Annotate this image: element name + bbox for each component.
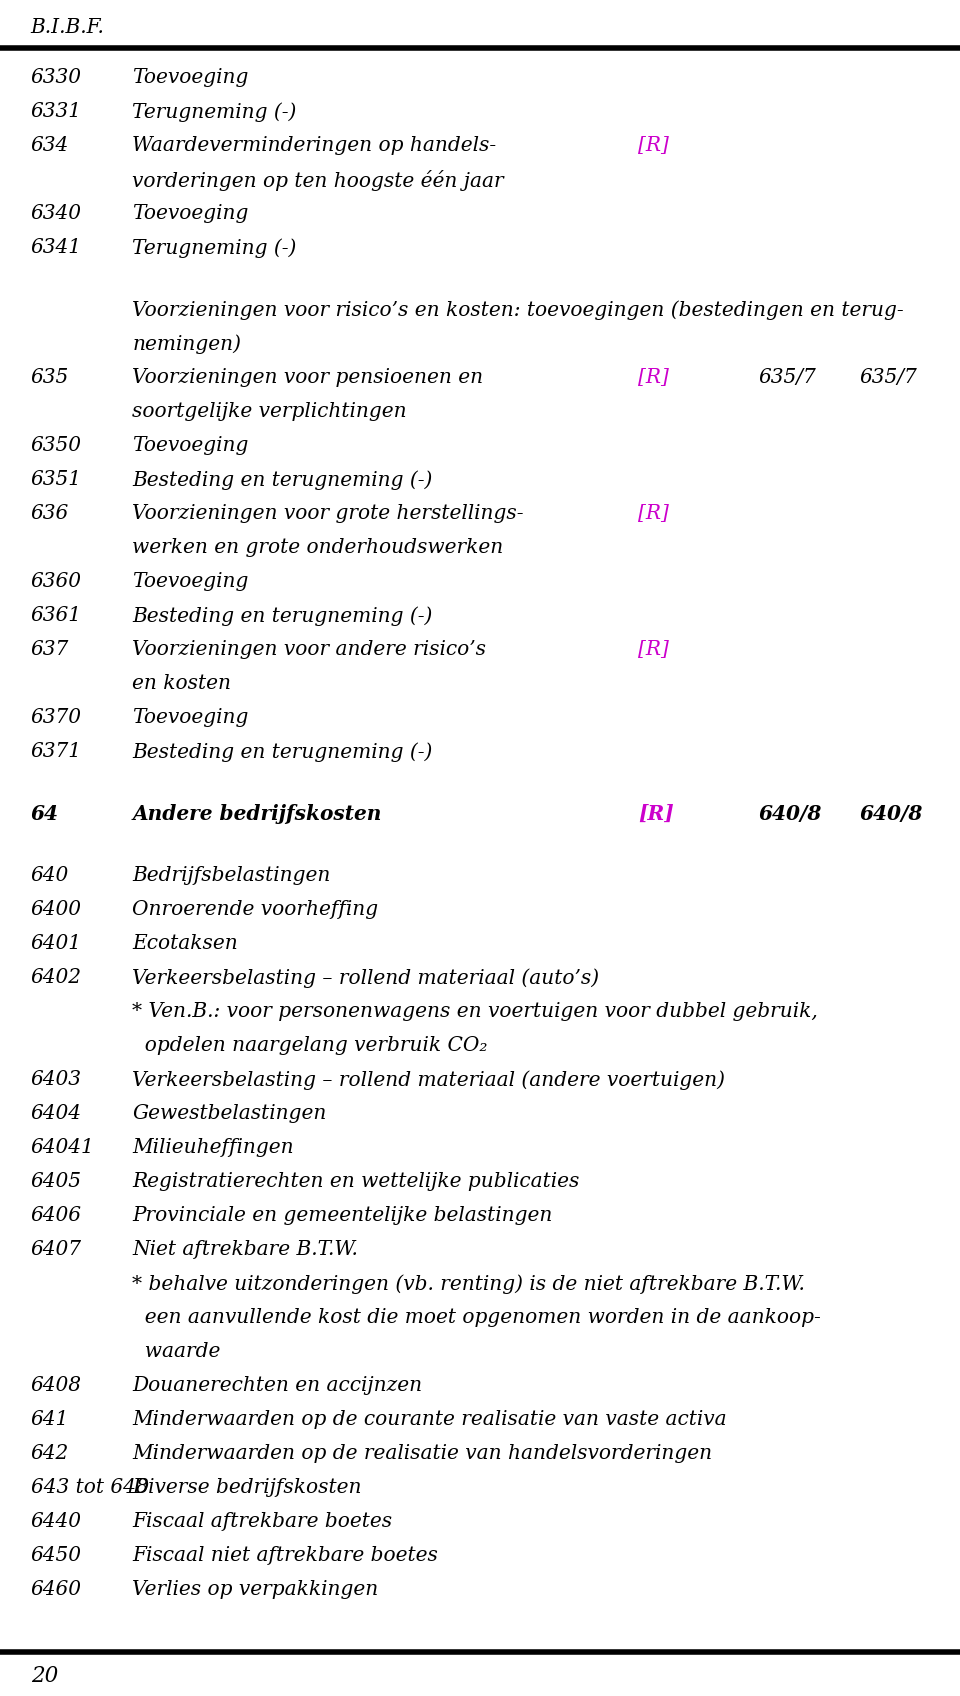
Text: 6331: 6331 (31, 102, 82, 120)
Text: Toevoeging: Toevoeging (132, 436, 249, 455)
Text: Milieuheffingen: Milieuheffingen (132, 1138, 294, 1157)
Text: 6370: 6370 (31, 707, 82, 728)
Text: 6405: 6405 (31, 1172, 82, 1191)
Text: Toevoeging: Toevoeging (132, 572, 249, 590)
Text: Toevoeging: Toevoeging (132, 707, 249, 728)
Text: Verlies op verpakkingen: Verlies op verpakkingen (132, 1581, 379, 1599)
Text: Toevoeging: Toevoeging (132, 68, 249, 86)
Text: vorderingen op ten hoogste één jaar: vorderingen op ten hoogste één jaar (132, 170, 504, 192)
Text: Registratierechten en wettelijke publicaties: Registratierechten en wettelijke publica… (132, 1172, 580, 1191)
Text: Besteding en terugneming (-): Besteding en terugneming (-) (132, 743, 433, 762)
Text: Verkeersbelasting – rollend materiaal (andere voertuigen): Verkeersbelasting – rollend materiaal (a… (132, 1070, 726, 1089)
Text: B.I.B.F.: B.I.B.F. (31, 19, 105, 37)
Text: Voorzieningen voor andere risico’s: Voorzieningen voor andere risico’s (132, 639, 487, 660)
Text: 642: 642 (31, 1443, 69, 1464)
Text: 635/7: 635/7 (758, 368, 816, 387)
Text: 641: 641 (31, 1409, 69, 1430)
Text: 6401: 6401 (31, 934, 82, 953)
Text: 640: 640 (31, 867, 69, 885)
Text: [R]: [R] (638, 504, 669, 522)
Text: 640/8: 640/8 (859, 804, 923, 824)
Text: [R]: [R] (638, 639, 669, 660)
Text: 640/8: 640/8 (758, 804, 822, 824)
Text: waarde: waarde (132, 1342, 221, 1360)
Text: Ecotaksen: Ecotaksen (132, 934, 238, 953)
Text: Fiscaal aftrekbare boetes: Fiscaal aftrekbare boetes (132, 1513, 393, 1531)
Text: soortgelijke verplichtingen: soortgelijke verplichtingen (132, 402, 407, 421)
Text: Onroerende voorheffing: Onroerende voorheffing (132, 901, 378, 919)
Text: 635/7: 635/7 (859, 368, 917, 387)
Text: 6407: 6407 (31, 1240, 82, 1258)
Text: 636: 636 (31, 504, 69, 522)
Text: Verkeersbelasting – rollend materiaal (auto’s): Verkeersbelasting – rollend materiaal (a… (132, 968, 600, 987)
Text: 6408: 6408 (31, 1375, 82, 1396)
Text: Voorzieningen voor risico’s en kosten: toevoegingen (bestedingen en terug-: Voorzieningen voor risico’s en kosten: t… (132, 300, 904, 319)
Text: Waardeverminderingen op handels-: Waardeverminderingen op handels- (132, 136, 496, 154)
Text: Douanerechten en accijnzen: Douanerechten en accijnzen (132, 1375, 422, 1396)
Text: 6402: 6402 (31, 968, 82, 987)
Text: 6340: 6340 (31, 204, 82, 222)
Text: nemingen): nemingen) (132, 334, 242, 354)
Text: Andere bedrijfskosten: Andere bedrijfskosten (132, 804, 382, 824)
Text: werken en grote onderhoudswerken: werken en grote onderhoudswerken (132, 538, 504, 556)
Text: 6330: 6330 (31, 68, 82, 86)
Text: 6406: 6406 (31, 1206, 82, 1225)
Text: * Ven.B.: voor personenwagens en voertuigen voor dubbel gebruik,: * Ven.B.: voor personenwagens en voertui… (132, 1002, 818, 1021)
Text: 6361: 6361 (31, 605, 82, 626)
Text: 6351: 6351 (31, 470, 82, 488)
Text: [R]: [R] (638, 804, 674, 824)
Text: 20: 20 (31, 1665, 58, 1688)
Text: [R]: [R] (638, 368, 669, 387)
Text: Fiscaal niet aftrekbare boetes: Fiscaal niet aftrekbare boetes (132, 1547, 439, 1565)
Text: Niet aftrekbare B.T.W.: Niet aftrekbare B.T.W. (132, 1240, 358, 1258)
Text: Besteding en terugneming (-): Besteding en terugneming (-) (132, 470, 433, 490)
Text: Besteding en terugneming (-): Besteding en terugneming (-) (132, 605, 433, 626)
Text: Toevoeging: Toevoeging (132, 204, 249, 222)
Text: 64041: 64041 (31, 1138, 94, 1157)
Text: 635: 635 (31, 368, 69, 387)
Text: 6460: 6460 (31, 1581, 82, 1599)
Text: 6360: 6360 (31, 572, 82, 590)
Text: Bedrijfsbelastingen: Bedrijfsbelastingen (132, 867, 331, 885)
Text: [R]: [R] (638, 136, 669, 154)
Text: Gewestbelastingen: Gewestbelastingen (132, 1104, 326, 1123)
Text: Minderwaarden op de courante realisatie van vaste activa: Minderwaarden op de courante realisatie … (132, 1409, 727, 1430)
Text: Diverse bedrijfskosten: Diverse bedrijfskosten (132, 1477, 362, 1498)
Text: 6450: 6450 (31, 1547, 82, 1565)
Text: 6341: 6341 (31, 237, 82, 258)
Text: 634: 634 (31, 136, 69, 154)
Text: Voorzieningen voor pensioenen en: Voorzieningen voor pensioenen en (132, 368, 484, 387)
Text: opdelen naargelang verbruik CO₂: opdelen naargelang verbruik CO₂ (132, 1036, 488, 1055)
Text: 643 tot 648: 643 tot 648 (31, 1477, 149, 1498)
Text: en kosten: en kosten (132, 673, 231, 694)
Text: Provinciale en gemeentelijke belastingen: Provinciale en gemeentelijke belastingen (132, 1206, 553, 1225)
Text: 64: 64 (31, 804, 59, 824)
Text: Terugneming (-): Terugneming (-) (132, 102, 297, 122)
Text: een aanvullende kost die moet opgenomen worden in de aankoop-: een aanvullende kost die moet opgenomen … (132, 1308, 821, 1326)
Text: * behalve uitzonderingen (vb. renting) is de niet aftrekbare B.T.W.: * behalve uitzonderingen (vb. renting) i… (132, 1274, 805, 1294)
Text: 6371: 6371 (31, 743, 82, 762)
Text: Minderwaarden op de realisatie van handelsvorderingen: Minderwaarden op de realisatie van hande… (132, 1443, 712, 1464)
Text: 6400: 6400 (31, 901, 82, 919)
Text: 6350: 6350 (31, 436, 82, 455)
Text: Voorzieningen voor grote herstellings-: Voorzieningen voor grote herstellings- (132, 504, 524, 522)
Text: 6403: 6403 (31, 1070, 82, 1089)
Text: 6440: 6440 (31, 1513, 82, 1531)
Text: 6404: 6404 (31, 1104, 82, 1123)
Text: 637: 637 (31, 639, 69, 660)
Text: Terugneming (-): Terugneming (-) (132, 237, 297, 258)
